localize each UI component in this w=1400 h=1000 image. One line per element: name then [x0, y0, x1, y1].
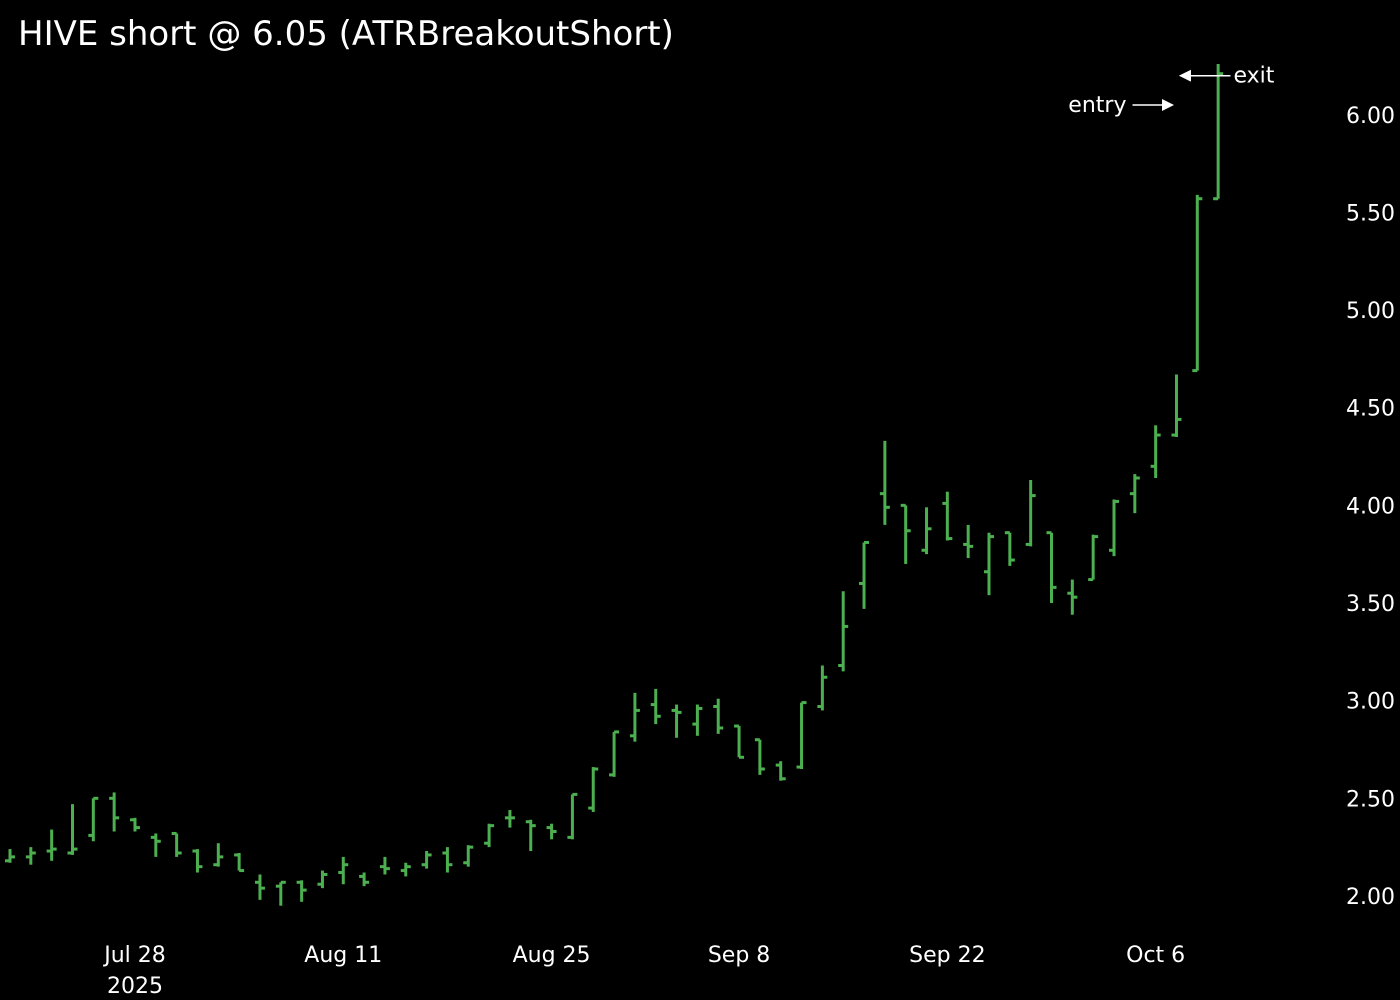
ohlc-bar	[567, 792, 578, 840]
y-tick-label: 5.00	[1346, 299, 1395, 324]
ohlc-bar	[650, 688, 661, 725]
x-tick-sublabel: 2025	[107, 974, 163, 999]
ohlc-bar	[1067, 579, 1078, 615]
ohlc-bar	[671, 704, 682, 738]
ohlc-bar	[484, 823, 495, 848]
ohlc-bar	[838, 591, 849, 672]
ohlc-bar	[734, 724, 745, 759]
ohlc-bar	[692, 704, 703, 736]
ohlc-bar	[109, 792, 120, 832]
ohlc-bar	[900, 503, 911, 564]
y-tick-label: 5.50	[1346, 201, 1395, 226]
ohlc-bar	[1129, 474, 1140, 514]
ohlc-bar	[754, 738, 765, 775]
ohlc-bar	[942, 491, 953, 541]
ohlc-bar	[192, 849, 203, 873]
y-tick-label: 3.50	[1346, 592, 1395, 617]
ohlc-bar	[442, 847, 453, 873]
y-tick-label: 4.50	[1346, 397, 1395, 422]
ohlc-bar	[213, 843, 224, 867]
ohlc-bar	[817, 665, 828, 711]
ohlc-bar	[1171, 374, 1182, 437]
ohlc-bar	[463, 845, 474, 867]
y-tick-label: 6.00	[1346, 104, 1395, 129]
x-tick-label: Jul 28	[102, 943, 166, 968]
ohlc-bar	[359, 872, 370, 887]
ohlc-bar	[1108, 499, 1119, 557]
ohlc-bar	[775, 761, 786, 781]
x-tick-label: Oct 6	[1126, 943, 1185, 968]
ohlc-bar	[275, 880, 286, 906]
ohlc-bar	[796, 701, 807, 770]
ohlc-bar	[546, 823, 557, 840]
x-tick-label: Aug 25	[513, 943, 591, 968]
ohlc-bar	[1150, 425, 1161, 479]
entry-label: entry	[1068, 93, 1126, 118]
ohlc-bar	[317, 870, 328, 889]
ohlc-bar	[400, 862, 411, 877]
y-tick-label: 4.00	[1346, 494, 1395, 519]
ohlc-bar	[5, 849, 15, 863]
ohlc-bar	[1088, 534, 1099, 582]
ohlc-bar	[421, 851, 432, 869]
ohlc-bar	[296, 880, 307, 902]
ohlc-bar	[129, 817, 140, 832]
ohlc-bar	[46, 829, 57, 861]
chart-title: HIVE short @ 6.05 (ATRBreakoutShort)	[18, 14, 674, 54]
ohlc-bar	[713, 698, 724, 734]
x-tick-label: Sep 22	[909, 943, 985, 968]
ohlc-bar	[921, 507, 932, 555]
ohlc-bar	[609, 730, 620, 777]
ohlc-bar	[379, 856, 390, 875]
y-tick-label: 2.00	[1346, 885, 1395, 910]
ohlc-bar	[234, 852, 245, 873]
exit-label: exit	[1233, 64, 1274, 89]
y-tick-label: 2.50	[1346, 787, 1395, 812]
ohlc-bar	[1004, 531, 1015, 566]
ohlc-bar	[150, 833, 161, 857]
ohlc-bar	[338, 856, 349, 885]
ohlc-bar	[1213, 63, 1224, 201]
x-tick-label: Aug 11	[304, 943, 382, 968]
ohlc-bar	[67, 804, 78, 855]
ohlc-bar	[525, 819, 536, 852]
ohlc-bar	[171, 831, 182, 857]
ohlc-bar	[963, 524, 974, 559]
ohlc-bar	[88, 796, 99, 842]
ohlc-bar	[629, 692, 640, 742]
ohlc-bar	[984, 532, 995, 596]
ohlc-bar	[504, 810, 515, 828]
y-tick-label: 3.00	[1346, 690, 1395, 715]
ohlc-bar	[879, 440, 890, 525]
ohlc-bar	[25, 847, 36, 865]
ohlc-bar	[1046, 531, 1057, 604]
ohlc-bar	[588, 767, 599, 812]
ohlc-bar	[1025, 479, 1036, 547]
ohlc-bar	[859, 540, 870, 609]
ohlc-bar	[254, 874, 265, 900]
x-tick-label: Sep 8	[708, 943, 770, 968]
ohlc-bar	[1192, 194, 1203, 373]
